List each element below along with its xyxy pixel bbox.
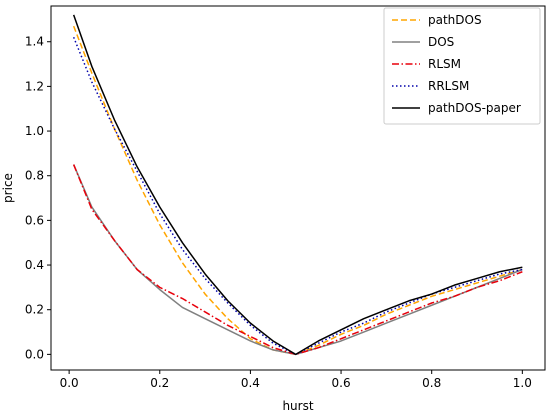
y-tick-label: 1.2 — [25, 79, 44, 93]
legend-label: RRLSM — [428, 79, 469, 93]
x-axis-label: hurst — [282, 399, 313, 413]
y-tick-label: 0.6 — [25, 213, 44, 227]
legend: pathDOS DOS RLSM RRLSM pathDOS-paper — [383, 7, 541, 125]
x-tick-label: 0.2 — [150, 376, 169, 390]
x-tick-label: 1.0 — [513, 376, 532, 390]
x-tick-label: 0.8 — [422, 376, 441, 390]
series-line-RLSM — [72, 164, 523, 356]
y-tick-label: 0.0 — [25, 347, 44, 361]
series-lines — [72, 14, 523, 356]
legend-label: DOS — [428, 35, 454, 49]
x-tick-label: 0.0 — [60, 376, 79, 390]
legend-label: pathDOS — [428, 13, 482, 27]
legend-label: RLSM — [428, 57, 461, 71]
series-line-pathDOS — [72, 25, 523, 356]
y-axis-ticks: 0.0 0.2 0.4 0.6 0.8 1.0 1.2 1.4 — [25, 35, 51, 361]
plot-frame — [50, 5, 546, 371]
x-tick-label: 0.4 — [241, 376, 260, 390]
y-axis-label: price — [1, 173, 15, 203]
series-line-pathDOS-paper — [72, 14, 523, 356]
y-tick-label: 1.4 — [25, 35, 44, 49]
y-tick-label: 0.8 — [25, 169, 44, 183]
x-tick-label: 0.6 — [332, 376, 351, 390]
x-axis-ticks: 0.0 0.2 0.4 0.6 0.8 1.0 — [60, 370, 532, 390]
series-line-DOS — [72, 164, 523, 356]
series-line-RRLSM — [72, 36, 523, 356]
y-tick-label: 1.0 — [25, 124, 44, 138]
y-tick-label: 0.4 — [25, 258, 44, 272]
legend-box — [383, 7, 541, 125]
y-tick-label: 0.2 — [25, 303, 44, 317]
legend-label: pathDOS-paper — [428, 101, 521, 115]
